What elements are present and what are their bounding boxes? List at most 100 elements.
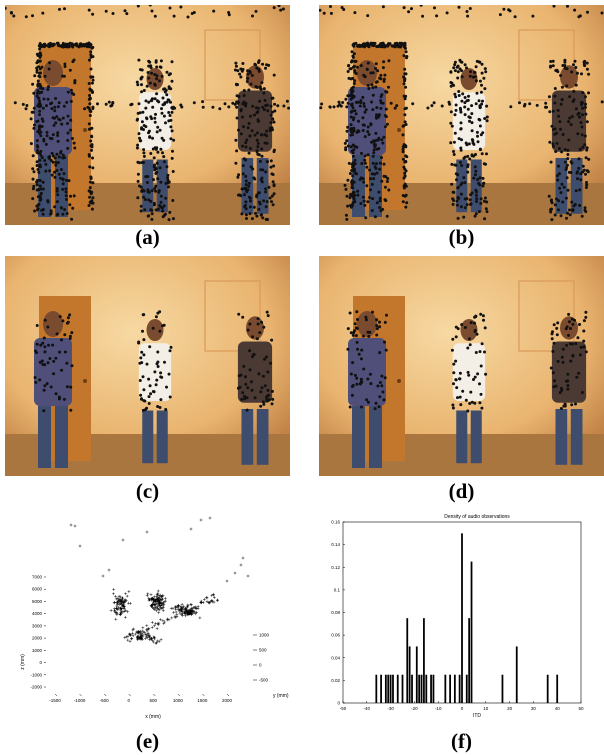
scatter3d-point [124, 592, 127, 596]
feature-point [165, 93, 169, 97]
feature-point [373, 165, 377, 169]
feature-point [553, 87, 557, 90]
scatter3d-point [152, 607, 155, 611]
feature-point [350, 183, 354, 187]
feature-point [452, 66, 456, 70]
feature-point [259, 404, 263, 408]
feature-point [353, 79, 357, 83]
feature-point [458, 377, 461, 381]
feature-point [570, 403, 574, 407]
feature-point [402, 82, 406, 86]
feature-point [479, 312, 483, 316]
feature-point [38, 198, 42, 202]
feature-point [66, 131, 70, 135]
feature-point [147, 76, 151, 80]
feature-point [402, 165, 406, 169]
feature-point [577, 371, 581, 375]
feature-point [455, 65, 459, 69]
feature-point [43, 318, 47, 322]
feature-point [88, 44, 92, 48]
feature-point [162, 204, 166, 208]
feature-point [363, 161, 367, 165]
scatter3d-point [162, 600, 166, 604]
scatter3d-point [125, 594, 129, 598]
feature-point [343, 183, 347, 187]
feature-point [159, 59, 163, 63]
histogram-xlabel: ITD [473, 713, 481, 719]
feature-point [552, 128, 555, 131]
feature-point [344, 146, 348, 150]
feature-point [154, 172, 158, 175]
feature-point [148, 345, 152, 349]
scatter3d-ztick-label: 1000 [32, 648, 43, 653]
scatter3d-point [147, 599, 151, 602]
scatter3d-point [115, 600, 119, 604]
feature-point [351, 174, 355, 178]
photo-panel-b [319, 5, 604, 225]
feature-point [452, 190, 456, 194]
feature-point [258, 99, 262, 103]
feature-point [171, 149, 174, 153]
scatter3d-point [157, 602, 161, 605]
feature-point [272, 73, 276, 77]
feature-point [242, 94, 246, 97]
scatter3d-point [155, 595, 158, 599]
feature-point [478, 79, 482, 83]
scene-image-a [5, 5, 290, 225]
feature-point [69, 385, 73, 389]
scatter3d-point [158, 608, 162, 612]
feature-point [261, 216, 265, 220]
feature-point [468, 337, 471, 341]
feature-point [168, 114, 172, 117]
feature-point [56, 105, 60, 109]
scatter3d-point [186, 603, 190, 607]
feature-point [69, 99, 73, 103]
feature-point [90, 46, 94, 50]
feature-point [456, 216, 460, 220]
feature-point [483, 87, 487, 91]
feature-point [585, 181, 588, 184]
feature-point [341, 101, 345, 104]
scatter3d-point [145, 530, 149, 534]
feature-point [168, 210, 172, 214]
feature-point [381, 66, 385, 70]
feature-point [374, 62, 378, 66]
feature-point [242, 100, 246, 104]
feature-point [349, 192, 353, 196]
feature-point [566, 188, 570, 192]
feature-point [349, 331, 353, 335]
person-leg-right [470, 410, 482, 464]
feature-point [379, 73, 383, 77]
feature-point [31, 14, 34, 18]
scatter3d-point [121, 600, 125, 604]
scatter3d-point [175, 604, 179, 608]
feature-point [155, 74, 159, 78]
feature-point [478, 118, 482, 122]
feature-point [481, 176, 485, 180]
histogram-bar [384, 674, 387, 703]
feature-point [375, 201, 379, 205]
feature-point [5, 6, 7, 10]
feature-point [576, 336, 580, 340]
histogram-xtick-label: 50 [578, 706, 584, 711]
feature-point [246, 72, 250, 76]
feature-point [580, 391, 584, 394]
feature-point [273, 109, 277, 113]
feature-point [403, 107, 407, 111]
feature-point [457, 94, 461, 97]
feature-point [475, 59, 479, 63]
scatter3d-point [140, 636, 144, 640]
feature-point [123, 9, 127, 13]
scatter3d-point [117, 605, 121, 609]
scatter3d-point [150, 637, 154, 640]
feature-point [246, 126, 250, 130]
histogram-bar [546, 674, 549, 703]
feature-point [476, 134, 479, 138]
feature-point [465, 143, 469, 147]
feature-point [37, 65, 40, 69]
feature-point [39, 343, 43, 347]
scatter3d-point [175, 615, 179, 619]
feature-point [36, 54, 40, 57]
feature-point [600, 100, 604, 104]
feature-point [272, 184, 276, 188]
